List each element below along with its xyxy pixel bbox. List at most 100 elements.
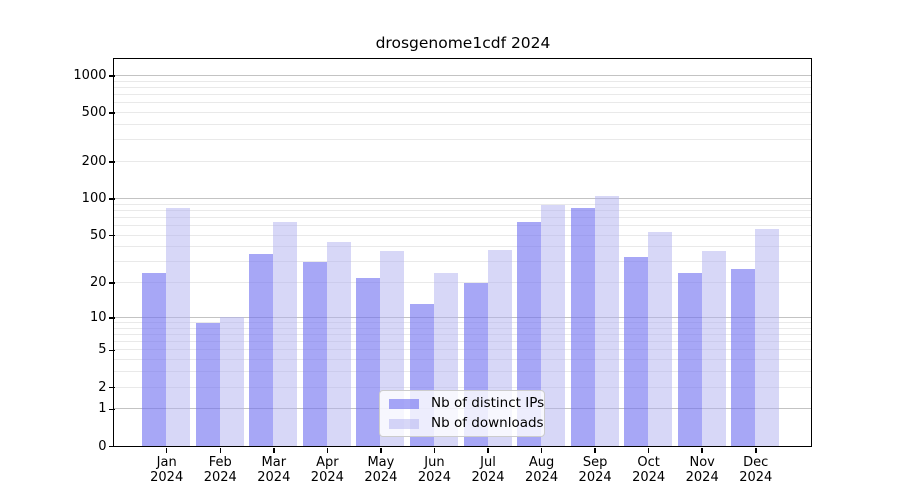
x-tick-label-year: 2024 <box>417 469 451 485</box>
legend: Nb of distinct IPs Nb of downloads <box>379 390 545 437</box>
legend-label-distinct-ips: Nb of distinct IPs <box>431 395 545 411</box>
x-tick <box>487 448 489 453</box>
x-tick-label: Feb 2024 <box>188 455 252 485</box>
x-tick-label-month: Jan <box>156 454 177 470</box>
x-tick <box>755 448 757 453</box>
legend-swatch-downloads <box>389 418 419 429</box>
gridline-minor <box>114 261 811 263</box>
gridline-minor <box>114 216 811 218</box>
y-tick-label: 5 <box>98 342 107 358</box>
gridline-minor <box>114 386 811 388</box>
legend-label-downloads: Nb of downloads <box>431 415 544 431</box>
bar-downloads-mar <box>273 222 298 446</box>
bars-layer <box>114 59 811 446</box>
chart-title: drosgenome1cdf 2024 <box>375 34 551 52</box>
x-tick <box>433 448 436 453</box>
y-tick-label: 20 <box>89 275 107 291</box>
gridline-minor <box>114 203 811 205</box>
gridline-minor <box>114 327 811 329</box>
y-tick <box>108 282 115 284</box>
x-tick-label-year: 2024 <box>739 469 773 485</box>
gridline-minor <box>114 209 811 211</box>
bar-distinct-ips-mar <box>249 253 274 446</box>
y-tick-label: 10 <box>89 309 107 325</box>
gridline-minor <box>114 225 811 226</box>
x-tick <box>380 448 382 453</box>
x-tick-label-month: Nov <box>689 454 715 470</box>
x-tick-label-month: May <box>367 454 395 470</box>
legend-item-downloads: Nb of downloads <box>389 415 544 432</box>
y-tick-label: 2 <box>98 379 107 395</box>
gridline-minor <box>114 112 811 114</box>
bar-distinct-ips-jan <box>142 273 167 446</box>
y-tick-label: 1000 <box>73 67 107 83</box>
x-tick-label-year: 2024 <box>578 469 612 485</box>
x-tick-label: Jan 2024 <box>135 455 199 485</box>
gridline-minor <box>114 371 811 373</box>
gridline-minor <box>114 349 811 351</box>
x-tick-label: Apr 2024 <box>295 455 359 485</box>
gridline-minor <box>114 86 811 88</box>
bar-distinct-ips-oct <box>624 256 649 446</box>
gridline-minor <box>114 94 811 96</box>
y-tick <box>108 112 115 114</box>
y-tick <box>108 234 115 237</box>
bar-downloads-apr <box>326 241 351 446</box>
y-tick-label: 1 <box>98 401 107 417</box>
x-tick-label-year: 2024 <box>471 469 505 485</box>
bar-downloads-aug <box>541 205 566 446</box>
bar-downloads-nov <box>701 250 726 446</box>
x-tick-label-year: 2024 <box>632 469 666 485</box>
y-tick <box>108 386 115 389</box>
y-tick-label: 50 <box>89 227 107 243</box>
x-tick-label-month: Dec <box>743 454 769 470</box>
x-tick-label-year: 2024 <box>364 469 398 485</box>
y-tick <box>108 445 115 448</box>
x-tick-label: Sep 2024 <box>563 455 627 485</box>
x-tick-label-year: 2024 <box>685 469 719 485</box>
x-tick-label-month: Sep <box>582 454 608 470</box>
x-tick-label-month: Mar <box>261 454 287 470</box>
y-tick <box>108 161 115 163</box>
x-tick <box>326 448 329 453</box>
gridline-major <box>114 74 811 76</box>
x-tick-label-year: 2024 <box>203 469 237 485</box>
x-tick-label: Aug 2024 <box>510 455 574 485</box>
bar-downloads-oct <box>648 232 673 446</box>
gridline-minor <box>114 359 811 361</box>
x-tick-label-year: 2024 <box>257 469 291 485</box>
gridline-minor <box>114 341 811 343</box>
x-tick-label: Nov 2024 <box>670 455 734 485</box>
gridline-major <box>114 197 811 199</box>
x-tick-label-year: 2024 <box>525 469 559 485</box>
x-tick-label-year: 2024 <box>150 469 184 485</box>
gridline-minor <box>114 282 811 284</box>
x-tick-label: Mar 2024 <box>242 455 306 485</box>
x-tick <box>273 448 275 453</box>
gridline-minor <box>114 322 811 323</box>
bar-downloads-jan <box>166 208 191 446</box>
gridline-minor <box>114 80 811 82</box>
x-tick-label-month: Feb <box>208 454 232 470</box>
legend-item-distinct-ips: Nb of distinct IPs <box>389 395 544 412</box>
gridline-major <box>114 316 811 318</box>
legend-swatch-distinct-ips <box>389 398 419 409</box>
y-tick-label: 0 <box>98 438 107 454</box>
x-tick <box>165 448 168 453</box>
x-tick <box>647 448 650 453</box>
x-tick-label-month: Jun <box>424 454 445 470</box>
y-tick <box>108 75 115 77</box>
bar-downloads-dec <box>755 229 780 446</box>
x-tick <box>540 448 543 453</box>
gridline-minor <box>114 124 811 125</box>
x-tick-label-year: 2024 <box>310 469 344 485</box>
gridline-minor <box>114 102 811 104</box>
x-tick-label-month: Oct <box>637 454 660 470</box>
gridline-minor <box>114 161 811 163</box>
grid-layer <box>114 59 811 446</box>
bar-downloads-feb <box>219 317 244 446</box>
x-tick-label-month: Jul <box>480 454 496 470</box>
x-tick-label-month: Apr <box>316 454 339 470</box>
bar-distinct-ips-nov <box>677 273 702 446</box>
